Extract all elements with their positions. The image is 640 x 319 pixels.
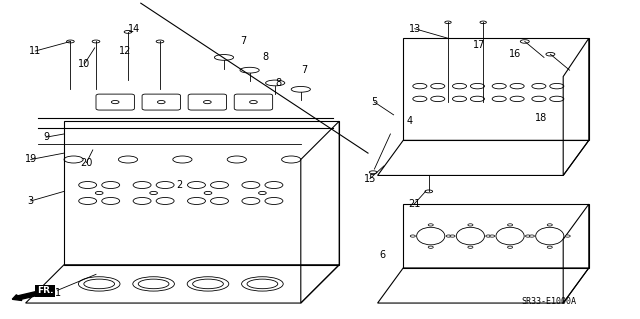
- Ellipse shape: [490, 235, 495, 237]
- Text: 1: 1: [54, 288, 61, 299]
- Text: 15: 15: [364, 174, 376, 184]
- Ellipse shape: [529, 235, 534, 237]
- Ellipse shape: [508, 224, 513, 226]
- Ellipse shape: [450, 235, 455, 237]
- Text: 7: 7: [301, 65, 307, 75]
- Text: 4: 4: [406, 116, 413, 126]
- Text: 6: 6: [380, 250, 386, 260]
- Text: 10: 10: [78, 59, 91, 69]
- Ellipse shape: [525, 235, 531, 237]
- Text: 3: 3: [28, 196, 34, 206]
- Text: 8: 8: [275, 78, 282, 88]
- Ellipse shape: [124, 31, 132, 33]
- Ellipse shape: [508, 246, 513, 248]
- Ellipse shape: [410, 235, 415, 237]
- Ellipse shape: [547, 224, 552, 226]
- Text: 16: 16: [509, 49, 522, 59]
- Ellipse shape: [428, 246, 433, 248]
- Ellipse shape: [565, 235, 570, 237]
- Text: 17: 17: [472, 40, 485, 50]
- Text: 2: 2: [176, 180, 182, 190]
- Ellipse shape: [468, 246, 473, 248]
- Text: 14: 14: [128, 24, 141, 34]
- Ellipse shape: [445, 21, 451, 24]
- Text: 13: 13: [408, 24, 421, 34]
- Ellipse shape: [67, 40, 74, 43]
- Ellipse shape: [486, 235, 491, 237]
- Text: 18: 18: [534, 113, 547, 123]
- Ellipse shape: [546, 53, 555, 56]
- Ellipse shape: [480, 21, 486, 24]
- Ellipse shape: [156, 40, 164, 43]
- Text: SR33-E1000A: SR33-E1000A: [521, 297, 576, 306]
- Text: 5: 5: [371, 97, 378, 107]
- Ellipse shape: [547, 246, 552, 248]
- Text: 7: 7: [240, 36, 246, 47]
- Ellipse shape: [428, 224, 433, 226]
- Ellipse shape: [92, 40, 100, 43]
- Text: 8: 8: [262, 52, 269, 63]
- Text: FR.: FR.: [37, 286, 54, 295]
- Text: 11: 11: [29, 46, 42, 56]
- Ellipse shape: [468, 224, 473, 226]
- Text: 19: 19: [24, 154, 37, 165]
- Ellipse shape: [520, 40, 529, 43]
- FancyArrow shape: [12, 290, 45, 300]
- Text: 21: 21: [408, 199, 420, 209]
- Ellipse shape: [446, 235, 451, 237]
- Text: 20: 20: [80, 158, 93, 168]
- Text: 12: 12: [118, 46, 131, 56]
- Text: 9: 9: [43, 132, 49, 142]
